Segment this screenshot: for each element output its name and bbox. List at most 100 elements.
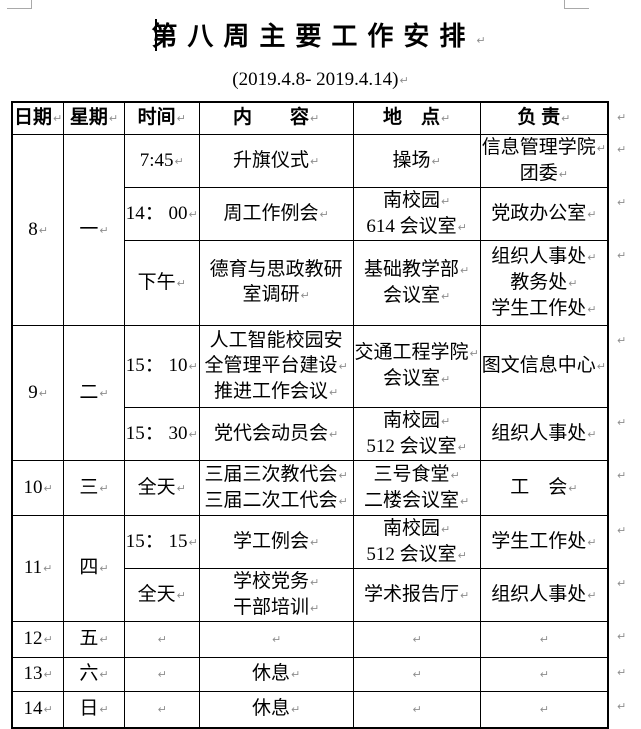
resp-cell[interactable]: 学生工作处↵ bbox=[479, 514, 609, 569]
week-cell[interactable]: 六↵ bbox=[63, 656, 125, 692]
paragraph-mark: ↵ bbox=[476, 34, 486, 47]
paragraph-mark: ↵ bbox=[99, 481, 109, 495]
cell-text-line: 交通工程学院↵ bbox=[354, 342, 479, 363]
place-cell[interactable]: 操场↵ bbox=[352, 133, 481, 188]
paragraph-mark: ↵ bbox=[329, 427, 339, 441]
resp-cell[interactable]: ↵ bbox=[479, 656, 609, 692]
resp-cell[interactable]: ↵ bbox=[479, 620, 609, 658]
content-cell[interactable]: ↵ bbox=[198, 620, 354, 658]
week-cell[interactable]: 四↵ bbox=[63, 514, 125, 622]
cell-text-line: 干部培训↵ bbox=[233, 596, 320, 618]
week-cell[interactable]: 一↵ bbox=[63, 133, 125, 326]
paragraph-mark: ↵ bbox=[291, 703, 301, 717]
cell-text-line: 二↵ bbox=[79, 381, 109, 403]
paragraph-mark: ↵ bbox=[460, 588, 470, 602]
paragraph-mark: ↵ bbox=[412, 633, 422, 646]
cell-text-line: ↵ bbox=[126, 626, 198, 652]
place-cell[interactable]: 南校园↵ 512 会议室↵ bbox=[352, 514, 481, 569]
resp-cell[interactable]: 党政办公室↵ bbox=[479, 186, 609, 241]
paragraph-mark: ↵ bbox=[617, 416, 627, 429]
date-cell[interactable]: 12↵ bbox=[11, 620, 65, 658]
time-cell[interactable]: ↵ bbox=[123, 656, 200, 692]
place-cell[interactable]: ↵ bbox=[352, 690, 481, 729]
header-cell-place[interactable]: 地 点↵ bbox=[352, 101, 481, 135]
place-cell[interactable]: ↵ bbox=[352, 620, 481, 658]
time-cell[interactable]: 全天↵ bbox=[123, 567, 200, 622]
content-cell[interactable]: 周工作例会↵ bbox=[198, 186, 354, 241]
cell-text-line: 操场↵ bbox=[392, 149, 441, 171]
time-cell[interactable]: ↵ bbox=[123, 690, 200, 729]
cell-text-line: 14： 00↵ bbox=[125, 202, 198, 224]
date-cell[interactable]: 8↵ bbox=[11, 133, 65, 326]
content-cell[interactable]: 学工例会↵ bbox=[198, 514, 354, 569]
paragraph-mark: ↵ bbox=[310, 575, 320, 589]
content-cell[interactable]: 三届三次教代会↵ 三届二次工代会↵ bbox=[198, 459, 354, 516]
header-cell-time[interactable]: 时间↵ bbox=[123, 101, 200, 135]
cell-text-line: 休息↵ bbox=[252, 663, 301, 684]
time-cell[interactable]: ↵ bbox=[123, 620, 200, 658]
date-cell[interactable]: 10↵ bbox=[11, 459, 65, 516]
time-cell[interactable]: 下午↵ bbox=[123, 239, 200, 326]
time-cell[interactable]: 15： 15↵ bbox=[123, 514, 200, 569]
place-cell[interactable]: 学术报告厅↵ bbox=[352, 567, 481, 622]
paragraph-mark: ↵ bbox=[539, 703, 549, 717]
header-cell-date[interactable]: 日期↵ bbox=[11, 101, 65, 135]
content-cell[interactable]: 休息↵ bbox=[198, 690, 354, 729]
paragraph-mark: ↵ bbox=[617, 524, 627, 537]
cell-text-line: 周工作例会↵ bbox=[223, 202, 329, 224]
row-end-mark: ↵ bbox=[608, 407, 640, 460]
resp-cell[interactable]: 组织人事处↵ bbox=[479, 406, 609, 461]
header-cell-resp[interactable]: 负 责↵ bbox=[479, 101, 609, 135]
place-cell[interactable]: 南校园↵ 512 会议室↵ bbox=[352, 406, 481, 461]
date-cell[interactable]: 14↵ bbox=[11, 690, 65, 729]
date-cell[interactable]: 9↵ bbox=[11, 324, 65, 461]
time-cell[interactable]: 全天↵ bbox=[123, 459, 200, 516]
header-cell-week[interactable]: 星期↵ bbox=[63, 101, 125, 135]
content-cell[interactable]: 升旗仪式↵ bbox=[198, 133, 354, 188]
cell-text-line: 全天↵ bbox=[137, 476, 186, 498]
paragraph-mark: ↵ bbox=[310, 112, 320, 126]
paragraph-mark: ↵ bbox=[43, 633, 53, 646]
week-cell[interactable]: 日↵ bbox=[63, 690, 125, 729]
place-cell[interactable]: 南校园↵ 614 会议室↵ bbox=[352, 186, 481, 241]
text-cursor bbox=[155, 19, 158, 51]
cell-text-line: 会议室↵ bbox=[383, 284, 451, 306]
resp-cell[interactable]: 组织人事处↵ bbox=[479, 567, 609, 622]
date-cell[interactable]: 13↵ bbox=[11, 656, 65, 692]
resp-cell[interactable]: 组织人事处↵ 教务处↵ 学生工作处↵ bbox=[479, 239, 609, 326]
week-cell[interactable]: 三↵ bbox=[63, 459, 125, 516]
place-cell[interactable]: 三号食堂↵ 二楼会议室↵ bbox=[352, 459, 481, 516]
paragraph-mark: ↵ bbox=[188, 535, 198, 549]
content-cell[interactable]: 人工智能校园安 全管理平台建设↵ 推进工作会议↵ bbox=[198, 324, 354, 408]
paragraph-mark: ↵ bbox=[43, 703, 53, 717]
date-cell[interactable]: 11↵ bbox=[11, 514, 65, 622]
content-cell[interactable]: 学校党务↵ 干部培训↵ bbox=[198, 567, 354, 622]
week-cell[interactable]: 二↵ bbox=[63, 324, 125, 461]
content-cell[interactable]: 休息↵ bbox=[198, 656, 354, 692]
document-title[interactable]: 第八周主要工作安排↵ bbox=[0, 18, 641, 60]
paragraph-mark: ↵ bbox=[310, 154, 320, 168]
place-cell[interactable]: 基础教学部↵ 会议室↵ bbox=[352, 239, 481, 326]
resp-cell[interactable]: 信息管理学院↵ 团委↵ bbox=[479, 133, 609, 188]
resp-cell[interactable]: 工 会↵ bbox=[479, 459, 609, 516]
time-cell[interactable]: 15： 10↵ bbox=[123, 324, 200, 408]
time-cell[interactable]: 7:45↵ bbox=[123, 133, 200, 188]
cell-text-line: 党政办公室↵ bbox=[491, 202, 597, 224]
cell-text-line: 15： 15↵ bbox=[125, 530, 198, 552]
resp-cell[interactable]: 图文信息中心↵ bbox=[479, 324, 609, 408]
content-cell[interactable]: 德育与思政教研 室调研↵ bbox=[198, 239, 354, 326]
place-cell[interactable]: 交通工程学院↵ 会议室↵ bbox=[352, 324, 481, 408]
resp-cell[interactable]: ↵ bbox=[479, 690, 609, 729]
cell-text-line: 全管理平台建设↵ bbox=[204, 354, 348, 376]
time-cell[interactable]: 14： 00↵ bbox=[123, 186, 200, 241]
header-cell-content[interactable]: 内 容↵ bbox=[198, 101, 354, 135]
paragraph-mark: ↵ bbox=[176, 112, 186, 126]
time-cell[interactable]: 15： 30↵ bbox=[123, 406, 200, 461]
content-cell[interactable]: 党代会动员会↵ bbox=[198, 406, 354, 461]
week-cell[interactable]: 五↵ bbox=[63, 620, 125, 658]
date-range[interactable]: (2019.4.8- 2019.4.14)↵ bbox=[0, 68, 641, 93]
place-cell[interactable]: ↵ bbox=[352, 656, 481, 692]
paragraph-mark: ↵ bbox=[99, 562, 109, 575]
cell-text-line: 8↵ bbox=[28, 218, 48, 240]
